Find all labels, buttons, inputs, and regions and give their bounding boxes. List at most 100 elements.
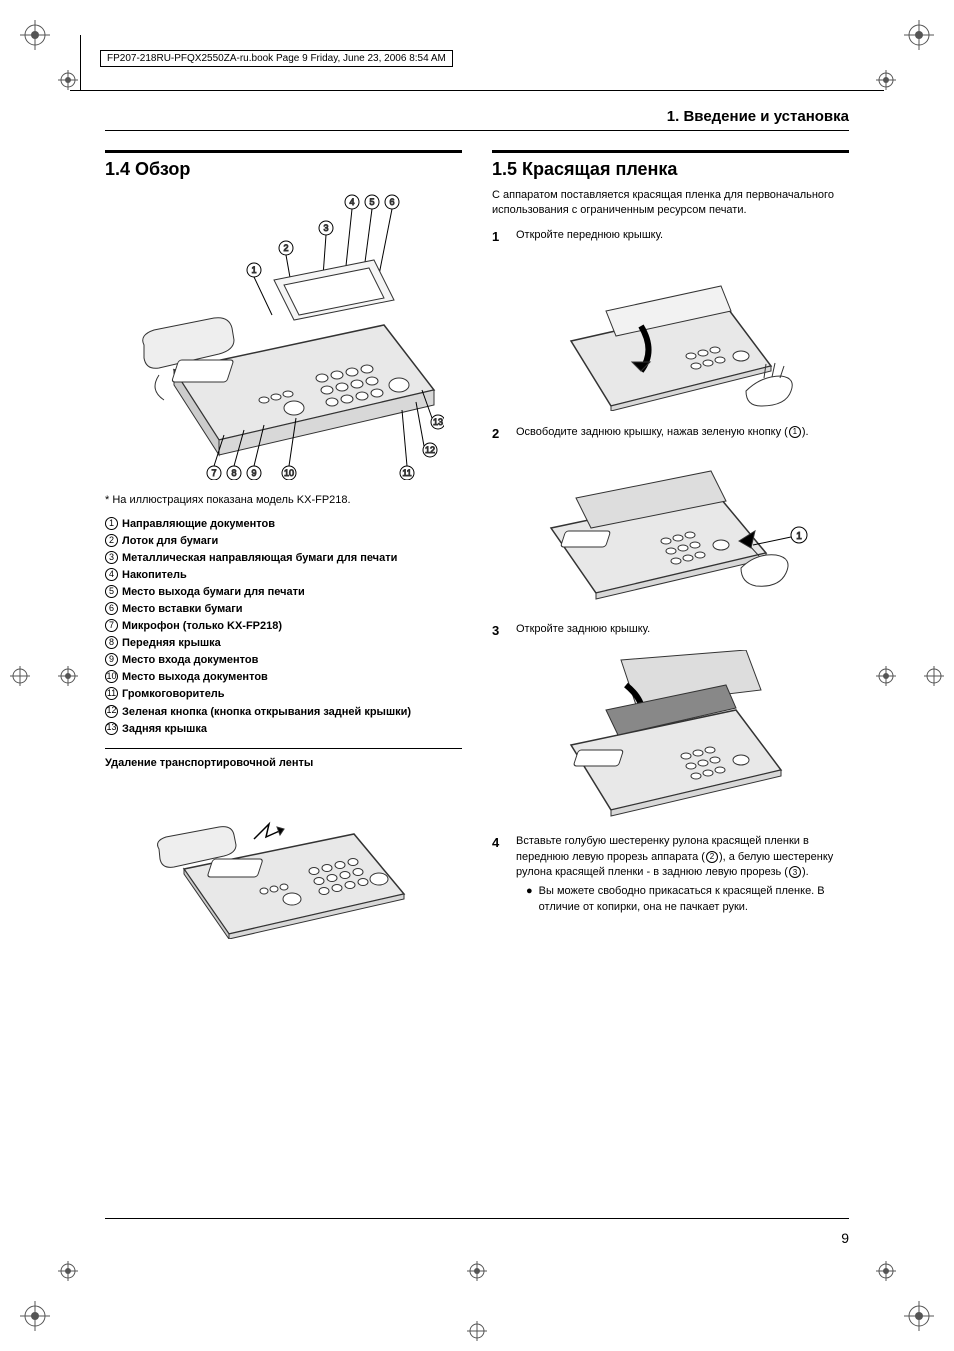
fax-overview-icon: 4 5 6 3 2 1 [124,190,444,480]
crop-mark-icon [904,20,934,50]
svg-text:4: 4 [349,197,354,207]
legend-label: Место выхода документов [122,669,268,686]
legend-item: 9Место входа документов [105,652,462,669]
legend-item: 11Громкоговоритель [105,686,462,703]
legend-item: 13Задняя крышка [105,721,462,738]
register-mark-icon [58,666,78,686]
step-text-part: ). [802,866,809,878]
parts-legend: 1Направляющие документов 2Лоток для бума… [105,516,462,738]
step-number: 4 [492,834,506,880]
frame-line [70,90,884,91]
page-number: 9 [841,1230,849,1246]
fax-tape-icon [154,779,414,939]
frame-line [105,1218,849,1219]
chapter-underline [105,130,849,131]
legend-label: Накопитель [122,567,187,584]
callout-3-icon: 3 [789,866,801,878]
register-mark-icon [467,1321,487,1341]
svg-text:7: 7 [211,468,216,478]
section-title-ink-film: 1.5 Красящая пленка [492,150,849,180]
svg-text:9: 9 [251,468,256,478]
legend-label: Направляющие документов [122,516,275,533]
legend-item: 6Место вставки бумаги [105,601,462,618]
step-text-part: Освободите заднюю крышку, нажав зеленую … [516,426,788,438]
subnote-text: Вы можете свободно прикасаться к красяще… [539,884,849,915]
illustration-note: * На иллюстрациях показана модель KX-FP2… [105,494,462,506]
svg-text:12: 12 [424,445,434,455]
legend-label: Зеленая кнопка (кнопка открывания задней… [122,704,411,721]
step-1: 1 Откройте переднюю крышку. [492,228,849,246]
figure-step-1 [492,256,849,411]
svg-text:13: 13 [432,417,442,427]
svg-text:1: 1 [251,265,256,275]
fax-green-button-icon: 1 [531,453,811,608]
svg-text:1: 1 [796,531,802,542]
figure-tape-removal [105,779,462,939]
register-mark-icon [876,70,896,90]
figure-step-3 [492,650,849,820]
legend-label: Громкоговоритель [122,686,225,703]
legend-label: Передняя крышка [122,635,221,652]
frame-line [80,35,81,90]
svg-text:8: 8 [231,468,236,478]
left-column: 1.4 Обзор 4 5 6 3 2 1 [105,150,462,1246]
ink-film-intro: С аппаратом поставляется красящая пленка… [492,188,849,218]
section-title-overview: 1.4 Обзор [105,150,462,180]
legend-item: 5Место выхода бумаги для печати [105,584,462,601]
step-text: Вставьте голубую шестеренку рулона крася… [516,834,849,880]
legend-label: Микрофон (только KX-FP218) [122,618,282,635]
content-columns: 1.4 Обзор 4 5 6 3 2 1 [105,150,849,1246]
step-text-part: ). [802,426,809,438]
crop-mark-icon [20,20,50,50]
step-text: Откройте переднюю крышку. [516,228,849,246]
legend-item: 4Накопитель [105,567,462,584]
callout-2-icon: 2 [706,851,718,863]
callout-1-icon: 1 [789,426,801,438]
svg-text:3: 3 [323,223,328,233]
figure-overview: 4 5 6 3 2 1 [105,190,462,480]
fax-open-front-icon [546,256,796,411]
legend-label: Металлическая направляющая бумаги для пе… [122,550,397,567]
bullet-icon: ● [526,884,533,915]
svg-text:6: 6 [389,197,394,207]
register-mark-icon [876,666,896,686]
legend-item: 8Передняя крышка [105,635,462,652]
register-mark-icon [467,1261,487,1281]
legend-label: Задняя крышка [122,721,207,738]
step-number: 2 [492,425,506,443]
legend-label: Место входа документов [122,652,258,669]
register-mark-icon [58,1261,78,1281]
document-page: FP207-218RU-PFQX2550ZA-ru.book Page 9 Fr… [0,0,954,1351]
legend-label: Место выхода бумаги для печати [122,584,305,601]
svg-text:10: 10 [283,468,293,478]
register-mark-icon [58,70,78,90]
svg-text:5: 5 [369,197,374,207]
legend-item: 3Металлическая направляющая бумаги для п… [105,550,462,567]
svg-text:11: 11 [402,468,411,478]
crop-mark-icon [904,1301,934,1331]
register-mark-icon [924,666,944,686]
legend-label: Место вставки бумаги [122,601,243,618]
legend-label: Лоток для бумаги [122,533,218,550]
legend-item: 2Лоток для бумаги [105,533,462,550]
right-column: 1.5 Красящая пленка С аппаратом поставля… [492,150,849,1246]
legend-item: 12Зеленая кнопка (кнопка открывания задн… [105,704,462,721]
step-text: Освободите заднюю крышку, нажав зеленую … [516,425,849,443]
fax-open-back-icon [546,650,796,820]
step-2: 2 Освободите заднюю крышку, нажав зелену… [492,425,849,443]
step-4-subnote: ● Вы можете свободно прикасаться к крася… [492,884,849,915]
book-file-header: FP207-218RU-PFQX2550ZA-ru.book Page 9 Fr… [100,50,453,67]
separator-line [105,748,462,749]
step-3: 3 Откройте заднюю крышку. [492,622,849,640]
step-4: 4 Вставьте голубую шестеренку рулона кра… [492,834,849,880]
legend-item: 7Микрофон (только KX-FP218) [105,618,462,635]
legend-item: 1Направляющие документов [105,516,462,533]
svg-text:2: 2 [283,243,288,253]
chapter-title: 1. Введение и установка [667,108,849,125]
step-number: 1 [492,228,506,246]
subheading-tape-removal: Удаление транспортировочной ленты [105,757,462,769]
figure-step-2: 1 [492,453,849,608]
step-text: Откройте заднюю крышку. [516,622,849,640]
crop-mark-icon [20,1301,50,1331]
step-number: 3 [492,622,506,640]
